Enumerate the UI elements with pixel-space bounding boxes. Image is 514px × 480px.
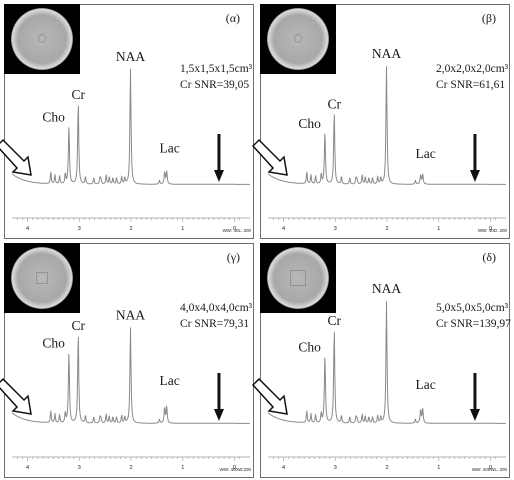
roi-marker <box>36 272 48 284</box>
x-tick-label: 0 <box>233 226 236 232</box>
window-level-label: WW: 40L: 200 <box>223 228 252 233</box>
window-level-label: WW: 400W:200 <box>220 467 252 472</box>
panel-frame <box>260 243 510 478</box>
snr-label: Cr SNR=39,05 <box>180 79 249 91</box>
peak-label-cho: Cho <box>42 110 65 125</box>
roi-marker <box>293 33 303 43</box>
voxel-size-label: 1,5x1,5x1,5cm³ <box>180 63 253 75</box>
peak-label-cr: Cr <box>71 318 85 333</box>
window-level-label: WW: 400WL: 200 <box>472 467 508 472</box>
peak-label-cho: Cho <box>298 339 321 354</box>
panel-frame <box>260 4 510 239</box>
x-tick-label: 1 <box>437 226 440 232</box>
panel-letter: (δ) <box>482 250 496 264</box>
x-tick-label: 2 <box>385 226 388 232</box>
voxel-size-label: 2,0x2,0x2,0cm³ <box>436 63 509 75</box>
roi-marker <box>37 33 47 43</box>
snr-label: Cr SNR=79,31 <box>180 318 249 330</box>
window-level-label: WW: 40D: 200 <box>478 228 508 233</box>
x-tick-label: 4 <box>282 465 285 471</box>
x-tick-label: 3 <box>334 226 337 232</box>
hollow-arrow-icon <box>251 377 288 415</box>
x-tick-label: 2 <box>129 465 132 471</box>
panel-letter: (β) <box>482 11 496 25</box>
spectrum-panel-1: Cho Cr NAA Lac 1,5x1,5x1,5cm³ Cr SNR=39,05 (α)… <box>0 4 254 239</box>
spectrum-series-line <box>267 66 506 185</box>
snr-label: Cr SNR=61,61 <box>436 79 505 91</box>
spectrum-panel-4: Cho Cr NAA Lac 5,0x5,0x5,0cm³ Cr SNR=139,97 (δ… <box>251 243 511 478</box>
solid-arrow-icon <box>213 170 224 182</box>
phantom-image <box>260 4 336 74</box>
panel-letter: (α) <box>226 11 240 25</box>
peak-label-cr: Cr <box>71 87 85 102</box>
peak-label-naa: NAA <box>116 308 145 323</box>
solid-arrow-icon <box>213 409 224 421</box>
x-tick-label: 2 <box>385 465 388 471</box>
peak-label-naa: NAA <box>372 46 401 61</box>
panel-frame <box>4 243 254 478</box>
x-tick-label: 3 <box>78 226 81 232</box>
solid-arrow-icon <box>469 170 480 182</box>
snr-label: Cr SNR=139,97 <box>436 318 511 330</box>
x-tick-label: 0 <box>489 465 492 471</box>
panel-frame <box>4 4 254 239</box>
x-tick-label: 1 <box>181 465 184 471</box>
peak-label-lac: Lac <box>160 373 180 388</box>
hollow-arrow-icon <box>0 138 32 176</box>
phantom-image <box>4 243 80 313</box>
x-tick-label: 0 <box>489 226 492 232</box>
panel-letter: (γ) <box>227 250 240 264</box>
peak-label-lac: Lac <box>160 141 180 156</box>
phantom-image <box>4 4 80 74</box>
spectrum-series-line <box>11 68 250 185</box>
hollow-arrow-icon <box>0 377 32 415</box>
x-tick-label: 2 <box>129 226 132 232</box>
x-tick-label: 1 <box>437 465 440 471</box>
x-tick-label: 4 <box>26 465 29 471</box>
voxel-size-label: 4,0x4,0x4,0cm³ <box>180 302 253 314</box>
phantom-image <box>260 243 336 313</box>
peak-label-cho: Cho <box>298 116 321 131</box>
voxel-size-label: 5,0x5,0x5,0cm³ <box>436 302 509 314</box>
x-tick-label: 1 <box>181 226 184 232</box>
solid-arrow-icon <box>469 409 480 421</box>
peak-label-cr: Cr <box>327 96 341 111</box>
x-tick-label: 4 <box>282 226 285 232</box>
spectrum-series-line <box>267 301 506 424</box>
spectrum-panel-3: Cho Cr NAA Lac 4,0x4,0x4,0cm³ Cr SNR=79,31 (γ)… <box>0 243 254 478</box>
x-tick-label: 0 <box>233 465 236 471</box>
spectrum-panel-2: Cho Cr NAA Lac 2,0x2,0x2,0cm³ Cr SNR=61,61 (β)… <box>251 4 510 239</box>
spectrum-series-line <box>11 327 250 424</box>
x-tick-label: 4 <box>26 226 29 232</box>
peak-label-lac: Lac <box>416 146 436 161</box>
peak-label-cho: Cho <box>42 335 65 350</box>
peak-label-naa: NAA <box>116 49 145 64</box>
x-tick-label: 3 <box>334 465 337 471</box>
peak-label-lac: Lac <box>416 377 436 392</box>
roi-marker <box>290 270 306 286</box>
x-tick-label: 3 <box>78 465 81 471</box>
hollow-arrow-icon <box>251 138 288 176</box>
peak-label-naa: NAA <box>372 281 401 296</box>
peak-label-cr: Cr <box>327 313 341 328</box>
